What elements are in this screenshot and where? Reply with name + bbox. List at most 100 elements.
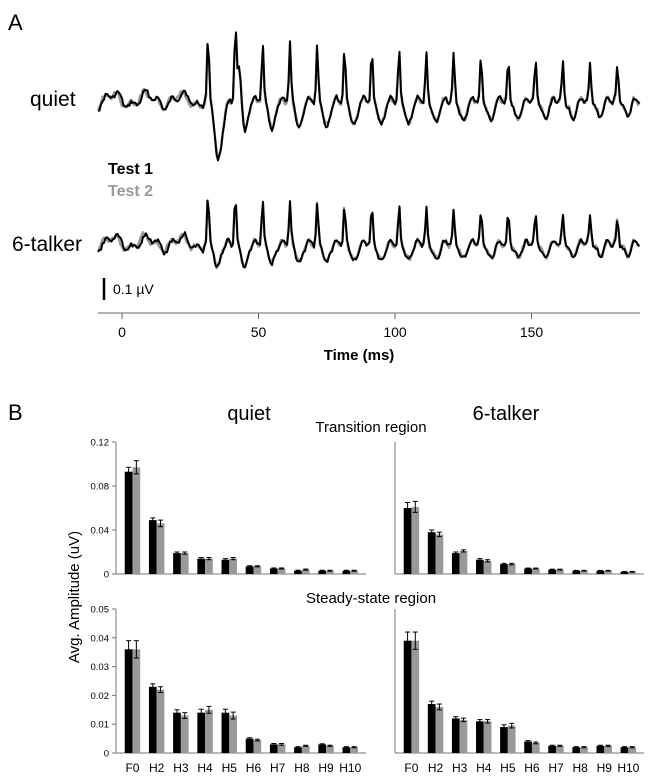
bar-test-2-h9	[326, 745, 334, 753]
y-tick-label: 0.02	[91, 691, 110, 702]
category-label-h4: H4	[476, 761, 492, 775]
category-label-f0: F0	[125, 761, 139, 775]
row-label-quiet: quiet	[30, 88, 76, 111]
bar-test-1-h3	[451, 718, 460, 753]
bar-test-1-h7	[269, 568, 278, 574]
bar-test-2-h8	[301, 569, 310, 574]
category-label-h3: H3	[452, 761, 468, 775]
bar-test-1-h7	[269, 744, 278, 753]
category-label-h6: H6	[524, 761, 540, 775]
bar-test-2-f0	[132, 467, 141, 574]
scale-bar-label: 0.1 µV	[113, 281, 154, 297]
column-title-quiet: quiet	[227, 403, 271, 425]
bar-test-1-h5	[221, 559, 230, 574]
bar-test-2-h4	[205, 709, 213, 753]
trace-test-1	[97, 31, 641, 162]
category-label-h4: H4	[197, 761, 213, 775]
bar-test-2-h4	[483, 721, 492, 753]
bar-test-1-h6	[524, 568, 532, 574]
bar-test-2-h2	[435, 534, 444, 574]
bar-test-2-h7	[277, 744, 286, 753]
bar-test-1-h9	[318, 570, 327, 574]
bar-test-2-h6	[531, 742, 540, 753]
bar-test-2-h5	[507, 564, 516, 574]
bar-test-2-h9	[604, 745, 612, 753]
bar-test-2-f0	[411, 640, 420, 753]
region-title-transition: Transition region	[315, 419, 426, 436]
bar-test-2-h10	[628, 747, 637, 753]
category-label-h5: H5	[500, 761, 516, 775]
bar-test-1-h2	[427, 532, 436, 574]
time-tick-label: 50	[251, 324, 267, 340]
bar-test-1-h6	[524, 741, 532, 753]
row-label-6-talker: 6-talker	[12, 233, 82, 256]
y-axis-title: Avg. Amplitude (uV)	[66, 531, 83, 663]
bar-test-1-h8	[572, 747, 581, 753]
category-label-h7: H7	[548, 761, 564, 775]
category-label-f0: F0	[404, 761, 418, 775]
bar-test-1-h5	[500, 727, 508, 753]
bar-test-2-h8	[301, 745, 310, 753]
panel-a-letter: A	[8, 10, 23, 35]
bar-test-1-f0	[124, 471, 133, 574]
category-label-h6: H6	[246, 761, 262, 775]
panel-b-letter: B	[8, 400, 23, 425]
bar-test-1-h2	[148, 520, 157, 574]
time-tick-label: 150	[520, 324, 544, 340]
category-label-h3: H3	[173, 761, 189, 775]
bar-test-2-h10	[350, 747, 359, 753]
bar-test-1-h4	[476, 721, 484, 753]
bar-test-1-h6	[245, 738, 254, 753]
bar-test-2-f0	[132, 649, 141, 753]
time-axis-title: Time (ms)	[324, 347, 395, 364]
bar-test-2-h7	[556, 569, 564, 574]
bar-test-1-h8	[294, 570, 302, 574]
bar-test-2-h3	[180, 715, 189, 753]
category-label-h2: H2	[428, 761, 444, 775]
bar-test-2-h5	[229, 715, 238, 753]
bar-test-2-h2	[435, 706, 444, 753]
bar-test-2-h7	[556, 745, 564, 753]
bar-test-1-h2	[148, 686, 157, 753]
bar-test-1-h8	[572, 570, 581, 574]
bar-test-2-h6	[253, 740, 262, 753]
category-label-h9: H9	[597, 761, 613, 775]
bar-test-1-h10	[620, 747, 629, 753]
bar-test-2-h5	[507, 725, 516, 753]
time-axis-ticks: 0 50 100 150	[118, 313, 543, 340]
bar-test-1-h7	[548, 569, 557, 574]
bar-test-2-h4	[483, 560, 492, 574]
waveform-6-talker	[96, 199, 641, 270]
y-tick-label: 0	[104, 570, 109, 581]
bar-test-2-h2	[156, 689, 165, 753]
time-tick-label: 0	[118, 324, 126, 340]
trace-test-2	[96, 199, 641, 270]
bar-test-1-f0	[403, 640, 412, 753]
bar-test-1-h4	[197, 712, 206, 753]
bar-test-2-h5	[229, 558, 238, 574]
bar-test-2-h3	[459, 550, 468, 574]
bar-test-2-h3	[180, 553, 189, 574]
bar-test-2-h6	[531, 568, 540, 574]
bar-test-2-h9	[326, 570, 334, 574]
bar-test-1-h9	[596, 745, 605, 753]
bar-test-1-h3	[451, 553, 460, 574]
bar-test-1-f0	[124, 649, 133, 753]
bar-test-1-h5	[221, 712, 230, 753]
bar-test-2-h7	[277, 568, 286, 574]
bar-test-2-h4	[205, 558, 213, 574]
bar-test-1-h3	[173, 712, 181, 753]
y-tick-label: 0	[104, 749, 109, 760]
bar-test-1-h4	[476, 559, 484, 574]
bar-test-2-h10	[628, 571, 637, 574]
bar-chart-steady-6-talker: F0 H2 H3 H4 H5 H6 H7 H8 H9 H10	[394, 609, 644, 775]
y-tick-label: 0.03	[91, 662, 110, 673]
bar-chart-transition-6-talker	[394, 442, 644, 575]
bar-test-1-h4	[197, 558, 206, 574]
bar-test-1-h10	[620, 571, 629, 574]
category-label-h8: H8	[294, 761, 310, 775]
bar-test-1-h9	[596, 570, 605, 574]
category-label-h9: H9	[318, 761, 334, 775]
category-label-h8: H8	[572, 761, 588, 775]
y-tick-label: 0.04	[91, 633, 110, 644]
